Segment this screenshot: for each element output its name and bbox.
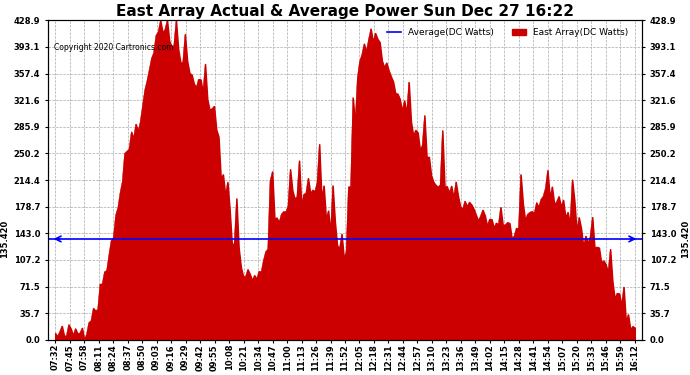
Text: 135.420: 135.420 [0, 220, 9, 258]
Text: Copyright 2020 Cartronics.com: Copyright 2020 Cartronics.com [54, 43, 173, 52]
Text: 135.420: 135.420 [681, 220, 690, 258]
Title: East Array Actual & Average Power Sun Dec 27 16:22: East Array Actual & Average Power Sun De… [116, 4, 574, 19]
Legend: Average(DC Watts), East Array(DC Watts): Average(DC Watts), East Array(DC Watts) [384, 25, 631, 41]
